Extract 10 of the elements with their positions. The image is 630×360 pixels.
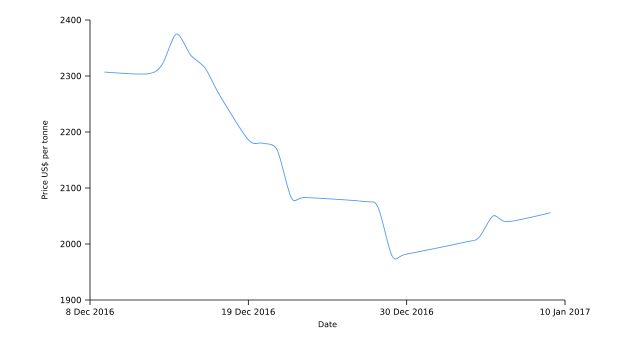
y-tick-label: 1900: [60, 296, 81, 304]
y-tick-label: 2100: [60, 184, 81, 192]
x-tick-label: 30 Dec 2016: [380, 308, 434, 315]
y-tick-label: 2000: [60, 240, 81, 248]
y-tick-label: 2300: [60, 72, 81, 80]
x-tick-label: 8 Dec 2016: [66, 308, 114, 315]
y-tick-label: 2400: [60, 16, 81, 24]
x-tick-label: 10 Jan 2017: [540, 308, 590, 317]
x-tick-label: 19 Dec 2016: [222, 308, 275, 315]
y-tick-label: 2200: [60, 128, 81, 136]
